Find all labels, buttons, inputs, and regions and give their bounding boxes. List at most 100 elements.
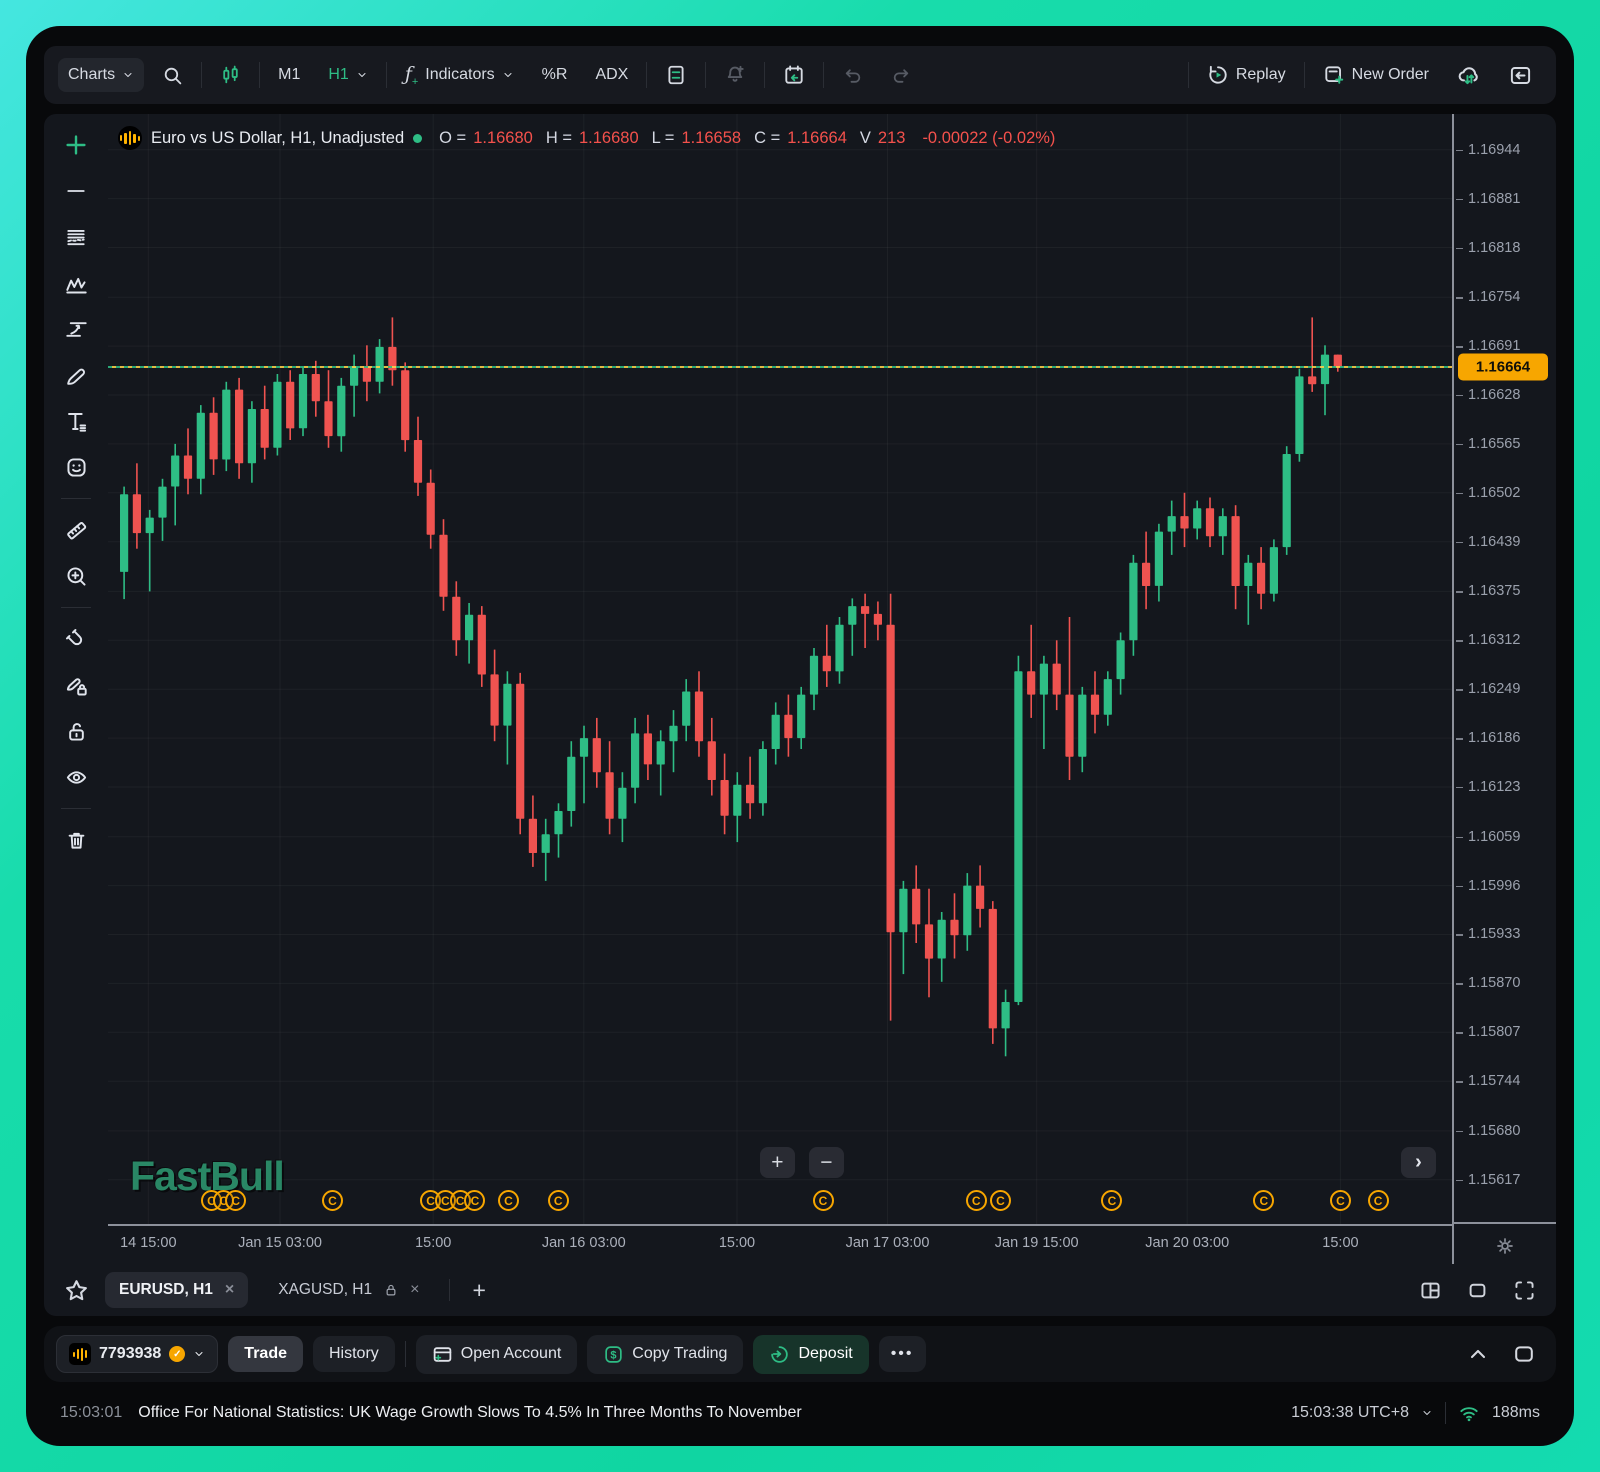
news-event-marker-icon[interactable]: C: [1367, 1190, 1389, 1211]
news-event-marker-icon[interactable]: C: [498, 1190, 519, 1211]
chevron-down-icon[interactable]: [1421, 1407, 1433, 1419]
collapse-panel-right-icon: [1510, 66, 1531, 84]
news-event-marker-icon[interactable]: C: [965, 1190, 987, 1211]
history-tab-button[interactable]: History: [312, 1336, 395, 1372]
add-tab-button[interactable]: +: [472, 1276, 486, 1303]
fullscreen-icon: [1515, 1280, 1534, 1300]
toolbar-divider: [705, 62, 707, 88]
cloud-sync-button[interactable]: [1447, 55, 1491, 95]
alerts-button[interactable]: [714, 56, 756, 94]
zigzag-pattern-tool[interactable]: [57, 264, 95, 302]
news-event-marker-icon[interactable]: C: [225, 1190, 247, 1211]
lock-all-tool[interactable]: [57, 712, 95, 750]
axis-settings-button[interactable]: [1495, 1236, 1515, 1256]
economic-calendar-button[interactable]: [773, 56, 815, 94]
news-event-marker-icon[interactable]: C: [321, 1190, 343, 1211]
text-tool[interactable]: [57, 402, 95, 440]
open-label: O =: [439, 128, 467, 147]
toolbar-divider: [1303, 62, 1305, 88]
redo-icon: [894, 68, 909, 83]
news-event-marker-icon[interactable]: C: [812, 1190, 834, 1211]
zoom-out-button[interactable]: −: [808, 1147, 844, 1178]
charts-menu-button[interactable]: Charts: [58, 58, 145, 92]
zoom-in-tool[interactable]: [57, 557, 95, 595]
trend-projection-tool[interactable]: [57, 310, 95, 348]
favorites-star-button[interactable]: [64, 1278, 89, 1303]
emoji-tool[interactable]: [57, 448, 95, 486]
account-selector[interactable]: 7793938 ✓: [56, 1335, 219, 1373]
price-tick-label: 1.16059: [1455, 828, 1521, 845]
scroll-to-latest-button[interactable]: ›: [1401, 1147, 1436, 1178]
collapse-panel-button[interactable]: [1499, 56, 1542, 95]
account-bar-divider: [404, 1341, 406, 1367]
volume-label: V: [859, 128, 871, 147]
add-plus-tool[interactable]: [57, 126, 95, 164]
layout-templates-button[interactable]: [655, 56, 697, 94]
search-button[interactable]: [152, 57, 193, 94]
brush-lock-icon: [66, 677, 87, 695]
parallel-lines-tool[interactable]: [57, 218, 95, 256]
maximize-button[interactable]: [1466, 1279, 1489, 1302]
price-axis[interactable]: 1.16664 1.16944 1.16881 1.16818 1.16754 1.16…: [1452, 114, 1556, 1264]
trade-tab-button[interactable]: Trade: [228, 1336, 303, 1372]
trend-line-tool[interactable]: [57, 172, 95, 210]
news-event-marker-icon[interactable]: C: [464, 1190, 486, 1211]
replay-button[interactable]: Replay: [1197, 56, 1296, 94]
indicators-button[interactable]: ƒ+ Indicators: [395, 55, 524, 96]
copy-trading-button[interactable]: $ Copy Trading: [587, 1334, 744, 1374]
time-axis[interactable]: 14 15:00 Jan 15 03:00 15:00 Jan 16 03:00 15:…: [108, 1224, 1452, 1264]
price-tick-label: 1.16312: [1455, 632, 1521, 649]
delete-all-tool[interactable]: [57, 821, 95, 859]
plot-area[interactable]: Euro vs US Dollar, H1, Unadjusted O = 1.…: [108, 114, 1452, 1224]
new-order-button[interactable]: New Order: [1313, 56, 1439, 94]
price-tick-label: 1.16881: [1455, 190, 1521, 207]
fullscreen-button[interactable]: [1513, 1279, 1536, 1302]
toolbar-divider: [646, 62, 648, 88]
undo-button[interactable]: [832, 57, 873, 94]
news-event-marker-icon[interactable]: C: [1329, 1190, 1351, 1211]
toolbar-divider: [823, 62, 825, 88]
price-tick-label: 1.16691: [1455, 338, 1521, 355]
close-tab-icon[interactable]: ×: [410, 1281, 420, 1298]
symbol-title[interactable]: Euro vs US Dollar, H1, Unadjusted: [151, 128, 405, 147]
zoom-in-icon: [66, 566, 86, 586]
news-event-marker-icon[interactable]: C: [1101, 1190, 1123, 1211]
tab-eurusd[interactable]: EURUSD, H1 ×: [105, 1272, 249, 1308]
open-account-button[interactable]: Open Account: [415, 1334, 578, 1374]
indicator-adx-button[interactable]: ADX: [585, 58, 638, 92]
time-tick-label: Jan 17 03:00: [845, 1235, 930, 1251]
split-layout-button[interactable]: [1419, 1279, 1442, 1302]
time-tick-label: Jan 20 03:00: [1145, 1235, 1230, 1251]
expand-window-button[interactable]: [1512, 1342, 1536, 1366]
news-event-marker-icon[interactable]: C: [989, 1190, 1011, 1211]
price-tick-label: 1.16439: [1455, 533, 1521, 550]
hide-all-tool[interactable]: [57, 758, 95, 796]
chart-type-button[interactable]: [210, 57, 251, 94]
redo-button[interactable]: [881, 57, 922, 94]
ruler-tool[interactable]: [57, 511, 95, 549]
toolbar-divider: [764, 62, 766, 88]
rail-divider: [61, 498, 91, 499]
news-headline[interactable]: Office For National Statistics: UK Wage …: [138, 1404, 802, 1421]
zoom-in-button[interactable]: +: [759, 1147, 795, 1178]
collapse-panel-up-button[interactable]: [1466, 1342, 1490, 1366]
economic-calendar-sync-icon: [785, 65, 803, 84]
close-tab-icon[interactable]: ×: [224, 1281, 235, 1298]
text-icon: [67, 412, 86, 432]
news-event-marker-icon[interactable]: C: [1253, 1190, 1275, 1211]
zoom-controls: + −: [759, 1147, 844, 1178]
timeframe-m1-button[interactable]: M1: [268, 58, 310, 92]
news-event-marker-icon[interactable]: C: [547, 1190, 569, 1211]
deposit-button[interactable]: Deposit: [753, 1334, 869, 1374]
magnet-icon: [65, 628, 82, 645]
cloud-sync-icon: [1458, 67, 1478, 85]
brush-tool[interactable]: [57, 356, 95, 394]
more-actions-button[interactable]: •••: [878, 1336, 926, 1372]
indicator-adx-label: ADX: [595, 66, 629, 83]
timeframe-h1-button[interactable]: H1: [318, 58, 377, 92]
maximize-icon: [1469, 1283, 1486, 1297]
drawing-lock-tool[interactable]: [57, 666, 95, 704]
indicator-wpr-button[interactable]: %R: [532, 58, 578, 92]
tab-xagusd[interactable]: XAGUSD, H1 ×: [264, 1272, 433, 1308]
magnet-tool[interactable]: [57, 620, 95, 658]
